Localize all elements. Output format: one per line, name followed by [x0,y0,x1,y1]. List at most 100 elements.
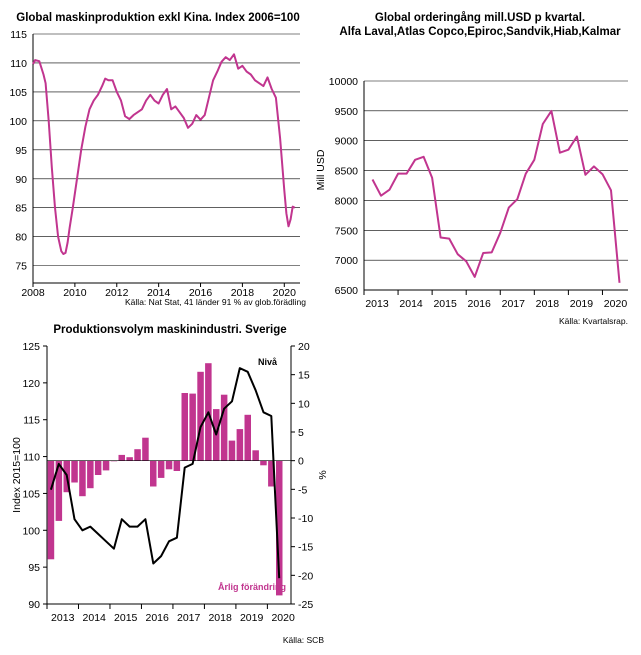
y-tick-label: 8500 [335,166,359,178]
y-axis-left-label: Index 2015=100 [11,437,23,513]
y-tick-label: 9500 [335,106,359,118]
bar-arlig-forandring [102,460,110,471]
chart-global-orderingang: Global orderingång mill.USD p kvartal. A… [315,12,628,326]
y-tick-label-right: 5 [298,427,304,439]
bar-arlig-forandring [189,393,196,461]
source-note: Källa: Nat Stat, 41 länder 91 % av glob.… [125,297,306,307]
bar-arlig-forandring [268,460,275,487]
y-tick-label-left: 120 [22,378,40,390]
bar-arlig-forandring [87,460,94,489]
y-tick-label-left: 110 [23,452,40,464]
chart-title: Global maskinproduktion exkl Kina. Index… [16,12,299,24]
bar-arlig-forandring [134,449,141,461]
y-tick-label-left: 115 [23,415,40,427]
y-tick-label: 7500 [335,225,359,237]
bar-arlig-forandring [55,460,63,521]
x-tick-label: 2019 [570,298,594,310]
x-tick-label: 2017 [502,298,526,310]
bar-arlig-forandring [142,437,149,461]
bar-arlig-forandring [157,460,165,478]
x-tick-label: 2010 [63,287,87,299]
bar-arlig-forandring [276,460,283,596]
bar-arlig-forandring [236,429,244,461]
y-tick-label: 95 [15,145,27,157]
chart-title: Produktionsvolym maskinindustri. Sverige [53,324,286,336]
y-tick-label-right: 10 [298,398,310,410]
y-axis-right-label: % [317,470,329,479]
y-tick-label-right: -15 [298,542,313,554]
y-tick-label: 115 [10,29,27,41]
x-tick-label: 2015 [114,612,138,624]
bar-arlig-forandring [79,460,86,497]
x-tick-label: 2014 [399,298,423,310]
y-tick-label-left: 125 [22,341,40,353]
y-tick-label: 105 [9,87,27,99]
chart-global-maskinproduktion: Global maskinproduktion exkl Kina. Index… [9,12,306,307]
series-line [371,109,621,283]
y-tick-label-right: -5 [298,484,307,496]
x-tick-label: 2018 [208,612,232,624]
bar-arlig-forandring [181,393,188,461]
chart-title-line-2: Alfa Laval,Atlas Copco,Epiroc,Sandvik,Hi… [339,26,621,38]
bar-arlig-forandring [47,460,55,560]
y-tick-label-left: 105 [22,488,40,500]
source-note: Källa: SCB [283,635,324,645]
bar-arlig-forandring [71,460,78,483]
y-tick-label-right: 0 [298,456,304,468]
x-tick-label: 2020 [604,298,628,310]
x-tick-label: 2015 [433,298,457,310]
y-tick-label-right: -10 [298,513,313,525]
y-tick-label: 100 [9,116,27,128]
series-line [32,53,296,255]
bar-arlig-forandring [244,414,251,461]
bar-arlig-forandring [252,450,259,461]
x-tick-label: 2013 [51,612,75,624]
bar-arlig-forandring [94,460,102,475]
y-tick-label-left: 100 [22,525,40,537]
x-tick-label: 2012 [105,287,129,299]
bar-arlig-forandring [173,460,181,471]
y-tick-label: 8000 [335,195,359,207]
annotation-niva: Nivå [258,357,278,367]
bar-arlig-forandring [110,460,118,462]
x-tick-label: 2020 [271,612,295,624]
bar-arlig-forandring [260,460,267,466]
y-tick-label: 85 [15,203,27,215]
series-line-niva [49,367,281,579]
x-tick-label: 2013 [365,298,389,310]
bar-arlig-forandring [220,394,228,461]
chart-produktionsvolym-sverige: Produktionsvolym maskinindustri. Sverige… [11,324,329,645]
y-tick-label-right: -20 [298,570,313,582]
bar-arlig-forandring [126,457,133,461]
x-tick-label: 2016 [146,612,170,624]
x-tick-label: 2017 [177,612,201,624]
x-tick-label: 2008 [21,287,45,299]
y-tick-label: 110 [10,58,27,70]
x-tick-label: 2018 [231,287,255,299]
bar-arlig-forandring [150,460,157,487]
y-tick-label: 75 [15,261,27,273]
y-tick-label: 90 [15,174,27,186]
bar-arlig-forandring [165,460,173,470]
y-tick-label-left: 90 [28,599,40,611]
bar-arlig-forandring [197,371,204,461]
y-tick-label: 7000 [335,255,359,267]
x-tick-label: 2019 [240,612,264,624]
x-tick-label: 2016 [468,298,492,310]
y-tick-label-left: 95 [28,562,40,574]
chart-title-line-1: Global orderingång mill.USD p kvartal. [375,12,585,24]
y-tick-label-right: 15 [298,370,310,382]
y-tick-label: 6500 [335,285,359,297]
y-axis-label: Mill USD [315,149,327,190]
y-tick-label: 10000 [329,76,358,88]
x-tick-label: 2016 [189,287,213,299]
annotation-arlig-forandring: Årlig förändring [218,582,286,592]
y-tick-label-right: 20 [298,341,310,353]
y-tick-label: 9000 [335,136,359,148]
y-tick-label-right: -25 [298,599,313,611]
x-tick-label: 2014 [83,612,107,624]
bar-arlig-forandring [228,440,236,461]
x-tick-label: 2014 [147,287,171,299]
source-note: Källa: Kvartalsrap. [559,316,628,326]
